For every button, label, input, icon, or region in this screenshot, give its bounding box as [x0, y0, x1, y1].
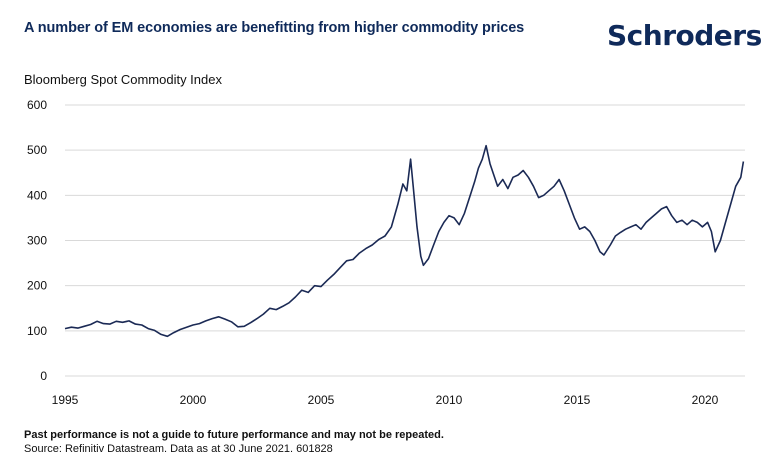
y-tick-label: 400: [27, 188, 47, 202]
y-tick-label: 0: [40, 369, 47, 383]
x-tick-label: 2005: [308, 393, 335, 407]
y-tick-label: 300: [27, 234, 47, 248]
y-tick-label: 600: [27, 98, 47, 112]
schroders-logo: Schroders: [607, 19, 762, 52]
x-tick-label: 2020: [692, 393, 719, 407]
x-tick-label: 2015: [564, 393, 591, 407]
x-tick-label: 2010: [436, 393, 463, 407]
series-line-bloomberg-spot-commodity-index: [64, 144, 745, 338]
y-tick-label: 500: [27, 143, 47, 157]
chart-title: A number of EM economies are benefitting…: [24, 20, 525, 36]
source-text: Source: Refinitiv Datastream. Data as at…: [24, 443, 333, 455]
chart-subtitle: Bloomberg Spot Commodity Index: [24, 72, 222, 87]
y-tick-label: 100: [27, 324, 47, 338]
disclaimer-text: Past performance is not a guide to futur…: [24, 429, 444, 441]
x-tick-label: 1995: [52, 393, 79, 407]
y-tick-label: 200: [27, 279, 47, 293]
x-tick-label: 2000: [180, 393, 207, 407]
